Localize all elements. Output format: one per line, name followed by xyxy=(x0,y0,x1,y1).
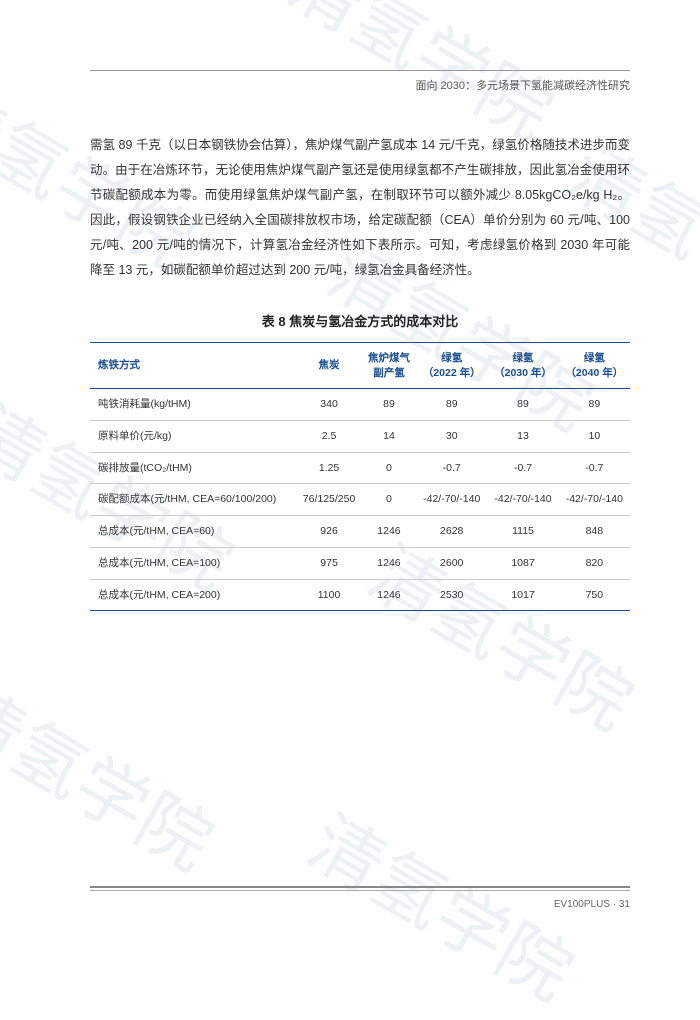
footer-page-number: EV100PLUS · 31 xyxy=(90,899,630,910)
table-cell: 2628 xyxy=(416,516,487,548)
table-cell: 340 xyxy=(296,389,362,421)
table-cell: 30 xyxy=(416,421,487,453)
table-cell: 原料单价(元/kg) xyxy=(90,421,296,453)
header-title: 面向 2030：多元场景下氢能减碳经济性研究 xyxy=(90,77,630,93)
table-header-cell: 焦炭 xyxy=(296,343,362,389)
table-cell: 1246 xyxy=(362,516,416,548)
table-row: 碳配额成本(元/tHM, CEA=60/100/200)76/125/2500-… xyxy=(90,484,630,516)
table-header-cell: 焦炉煤气副产氢 xyxy=(362,343,416,389)
table-header-cell: 绿氢（2022 年） xyxy=(416,343,487,389)
page-footer: EV100PLUS · 31 xyxy=(90,886,630,910)
table-cell: 0 xyxy=(362,484,416,516)
body-paragraph: 需氢 89 千克（以日本钢铁协会估算），焦炉煤气副产氢成本 14 元/千克，绿氢… xyxy=(90,133,630,283)
table-cell: 总成本(元/tHM, CEA=100) xyxy=(90,547,296,579)
table-cell: 89 xyxy=(487,389,558,421)
table-cell: 1017 xyxy=(487,579,558,611)
table-cell: 89 xyxy=(416,389,487,421)
table-cell: 89 xyxy=(559,389,630,421)
cost-comparison-table: 炼铁方式焦炭焦炉煤气副产氢绿氢（2022 年）绿氢（2030 年）绿氢（2040… xyxy=(90,342,630,611)
table-cell: -0.7 xyxy=(416,452,487,484)
table-cell: 14 xyxy=(362,421,416,453)
table-cell: -42/-70/-140 xyxy=(416,484,487,516)
table-cell: 吨铁消耗量(kg/tHM) xyxy=(90,389,296,421)
table-cell: 碳配额成本(元/tHM, CEA=60/100/200) xyxy=(90,484,296,516)
table-cell: 总成本(元/tHM, CEA=60) xyxy=(90,516,296,548)
table-cell: -0.7 xyxy=(559,452,630,484)
table-cell: 926 xyxy=(296,516,362,548)
table-cell: 76/125/250 xyxy=(296,484,362,516)
table-cell: 2.5 xyxy=(296,421,362,453)
table-header-row: 炼铁方式焦炭焦炉煤气副产氢绿氢（2022 年）绿氢（2030 年）绿氢（2040… xyxy=(90,343,630,389)
table-caption: 表 8 焦炭与氢冶金方式的成本对比 xyxy=(90,311,630,330)
table-cell: 1115 xyxy=(487,516,558,548)
table-row: 吨铁消耗量(kg/tHM)34089898989 xyxy=(90,389,630,421)
table-row: 原料单价(元/kg)2.514301310 xyxy=(90,421,630,453)
table-row: 总成本(元/tHM, CEA=100)975124626001087820 xyxy=(90,547,630,579)
table-row: 总成本(元/tHM, CEA=200)1100124625301017750 xyxy=(90,579,630,611)
table-row: 碳排放量(tCO₂/tHM)1.250-0.7-0.7-0.7 xyxy=(90,452,630,484)
table-cell: 1.25 xyxy=(296,452,362,484)
table-cell: 1246 xyxy=(362,547,416,579)
table-cell: 13 xyxy=(487,421,558,453)
table-header-cell: 绿氢（2040 年） xyxy=(559,343,630,389)
table-cell: -0.7 xyxy=(487,452,558,484)
table-cell: 2600 xyxy=(416,547,487,579)
table-cell: 848 xyxy=(559,516,630,548)
table-header-cell: 绿氢（2030 年） xyxy=(487,343,558,389)
table-body: 吨铁消耗量(kg/tHM)34089898989原料单价(元/kg)2.5143… xyxy=(90,389,630,611)
table-cell: 1100 xyxy=(296,579,362,611)
table-cell: 750 xyxy=(559,579,630,611)
footer-rule xyxy=(90,886,630,891)
table-cell: 975 xyxy=(296,547,362,579)
table-cell: 0 xyxy=(362,452,416,484)
table-cell: 10 xyxy=(559,421,630,453)
table-cell: 1246 xyxy=(362,579,416,611)
table-header-cell: 炼铁方式 xyxy=(90,343,296,389)
table-cell: 2530 xyxy=(416,579,487,611)
table-cell: 碳排放量(tCO₂/tHM) xyxy=(90,452,296,484)
page-container: 面向 2030：多元场景下氢能减碳经济性研究 需氢 89 千克（以日本钢铁协会估… xyxy=(0,0,700,950)
table-cell: 820 xyxy=(559,547,630,579)
table-cell: 总成本(元/tHM, CEA=200) xyxy=(90,579,296,611)
table-row: 总成本(元/tHM, CEA=60)926124626281115848 xyxy=(90,516,630,548)
header-rule xyxy=(90,70,630,71)
table-cell: 1087 xyxy=(487,547,558,579)
table-cell: 89 xyxy=(362,389,416,421)
table-cell: -42/-70/-140 xyxy=(559,484,630,516)
table-cell: -42/-70/-140 xyxy=(487,484,558,516)
